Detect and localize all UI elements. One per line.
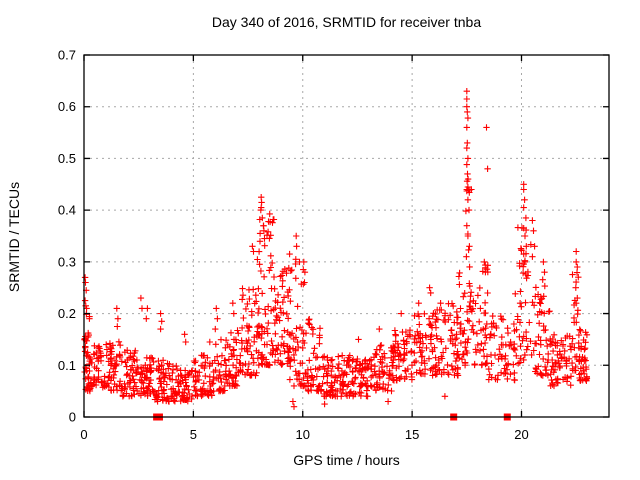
y-tick-label: 0.6	[58, 99, 76, 114]
chart-title: Day 340 of 2016, SRMTID for receiver tnb…	[211, 14, 482, 30]
y-tick-label: 0.3	[58, 254, 76, 269]
y-tick-label: 0.1	[58, 358, 76, 373]
data-points	[81, 88, 591, 410]
y-tick-label: 0.7	[58, 48, 76, 63]
plot-border	[83, 54, 610, 418]
y-tick-label: 0.5	[58, 151, 76, 166]
y-tick-label: 0.2	[58, 306, 76, 321]
y-tick-label: 0.4	[58, 203, 76, 218]
y-tick-label: 0	[69, 410, 76, 425]
x-axis-label: GPS time / hours	[293, 452, 400, 468]
axis-ticks	[83, 54, 609, 418]
x-tick-label: 10	[296, 427, 310, 442]
x-tick-label: 15	[405, 427, 419, 442]
x-tick-label: 5	[190, 427, 197, 442]
x-tick-label: 0	[80, 427, 87, 442]
x-tick-label: 20	[514, 427, 528, 442]
